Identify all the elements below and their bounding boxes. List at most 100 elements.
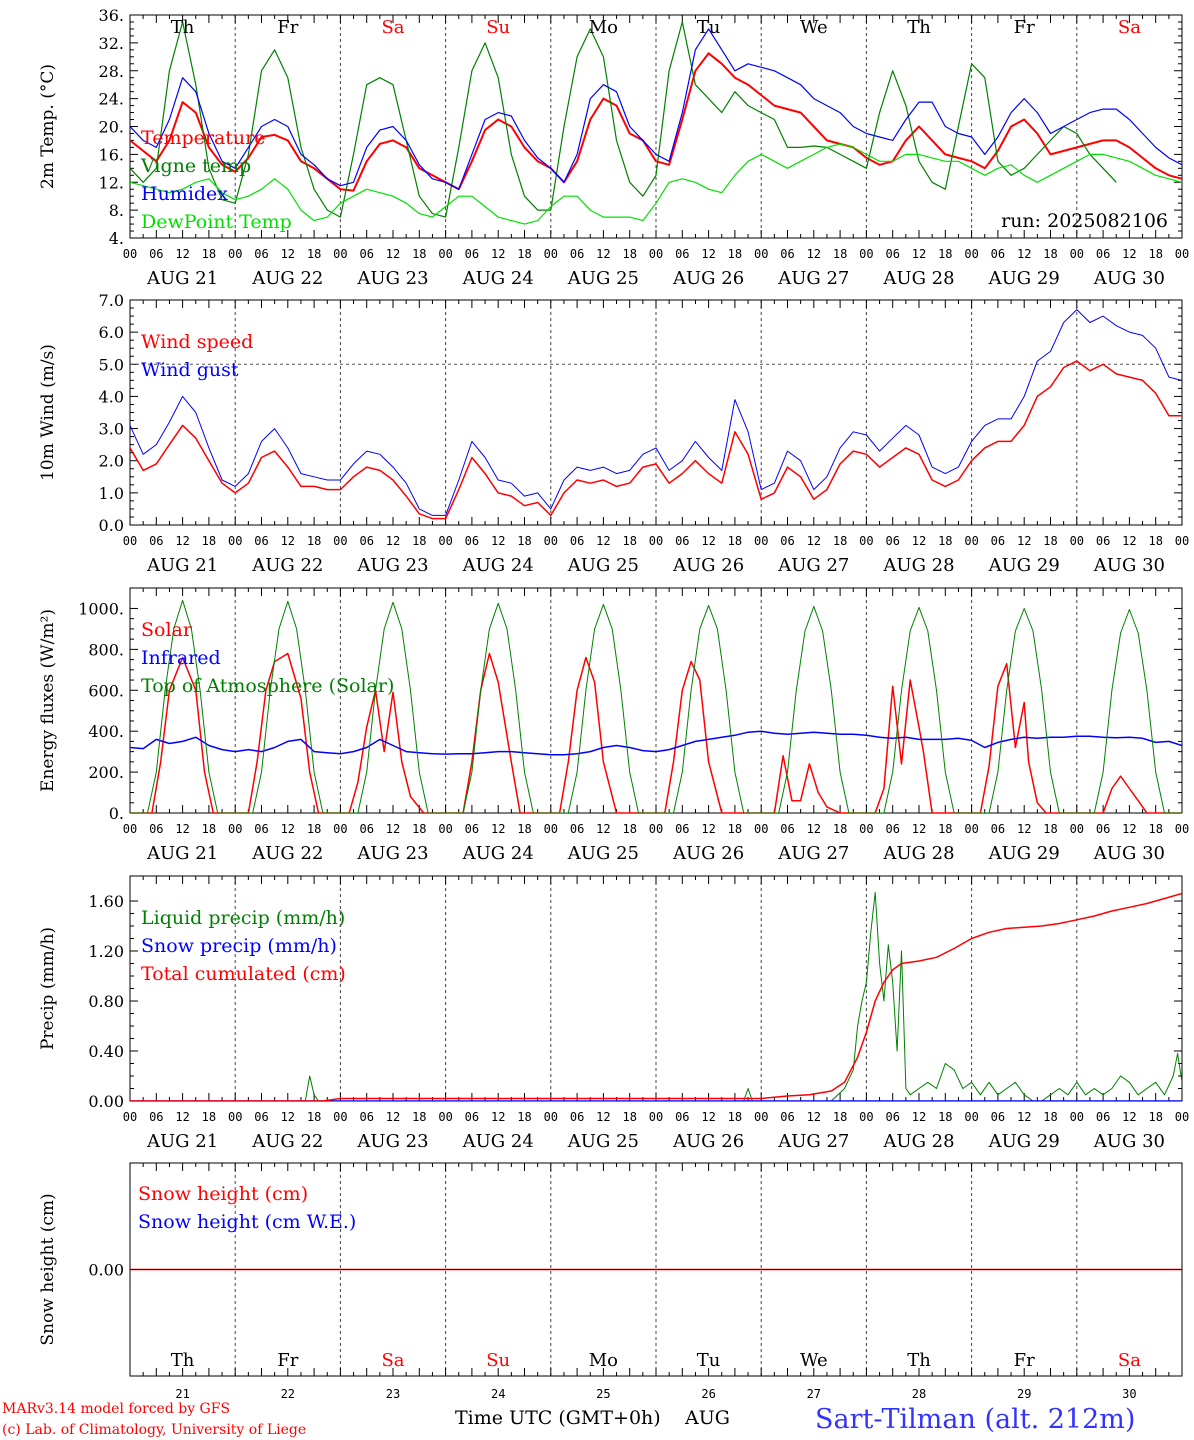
hour-tick-label: 06 [675, 247, 689, 261]
hour-tick-label: 00 [754, 247, 768, 261]
date-label: AUG 21 [146, 268, 218, 289]
hour-tick-label: 18 [307, 822, 321, 836]
hour-tick-label: 06 [885, 1110, 899, 1124]
series-line-wind-speed [130, 360, 1182, 520]
hour-tick-label: 12 [807, 1110, 821, 1124]
hour-tick-label: 18 [307, 534, 321, 548]
hour-tick-label: 00 [649, 822, 663, 836]
hour-tick-label: 00 [544, 534, 558, 548]
hour-tick-label: 06 [780, 247, 794, 261]
hour-tick-label: 06 [570, 1110, 584, 1124]
hour-tick-label: 18 [1043, 534, 1057, 548]
series-line-liquid-precip-mm-h- [130, 891, 1182, 1101]
date-label: AUG 21 [146, 1131, 218, 1152]
date-label: AUG 29 [988, 843, 1060, 864]
y-tick-label: 4.0 [99, 387, 124, 406]
legend-entry: Humidex [141, 183, 228, 205]
run-label: run: 2025082106 [1001, 210, 1168, 232]
hour-tick-label: 06 [465, 1110, 479, 1124]
day-number-label: 22 [281, 1387, 295, 1401]
hour-tick-label: 12 [491, 1110, 505, 1124]
hour-tick-label: 06 [465, 822, 479, 836]
hour-tick-label: 00 [649, 247, 663, 261]
hour-tick-label: 06 [149, 534, 163, 548]
hour-tick-label: 06 [885, 534, 899, 548]
day-label: Mo [589, 17, 618, 38]
date-label: AUG 26 [672, 843, 744, 864]
legend-entry: Total cumulated (cm) [141, 963, 346, 985]
hour-tick-label: 06 [991, 822, 1005, 836]
y-tick-label: 0.80 [88, 992, 124, 1011]
hour-tick-label: 12 [386, 534, 400, 548]
hour-tick-label: 00 [964, 822, 978, 836]
date-label: AUG 29 [988, 268, 1060, 289]
hour-tick-label: 12 [912, 534, 926, 548]
y-tick-label: 2.0 [99, 452, 124, 471]
hour-tick-label: 06 [885, 822, 899, 836]
day-label: Tu [697, 1350, 721, 1371]
day-label: Th [171, 17, 195, 38]
date-label: AUG 26 [672, 268, 744, 289]
hour-tick-label: 12 [701, 534, 715, 548]
legend-entry: Temperature [141, 127, 265, 149]
hour-tick-label: 06 [780, 822, 794, 836]
hour-tick-label: 18 [517, 1110, 531, 1124]
hour-tick-label: 12 [701, 247, 715, 261]
date-label: AUG 23 [356, 1131, 428, 1152]
hour-tick-label: 18 [833, 534, 847, 548]
hour-tick-label: 06 [149, 247, 163, 261]
hour-tick-label: 12 [386, 247, 400, 261]
hour-tick-label: 12 [281, 534, 295, 548]
date-label: AUG 27 [777, 843, 849, 864]
y-tick-label: 1.20 [88, 942, 124, 961]
hour-tick-label: 00 [754, 1110, 768, 1124]
y-axis-label: Energy fluxes (W/m²) [38, 609, 58, 792]
hour-tick-label: 18 [833, 1110, 847, 1124]
day-number-label: 27 [807, 1387, 821, 1401]
hour-tick-label: 18 [202, 534, 216, 548]
y-axis-label: Precip (mm/h) [38, 927, 58, 1050]
hour-tick-label: 12 [596, 534, 610, 548]
hour-tick-label: 00 [1070, 822, 1084, 836]
date-label: AUG 25 [567, 843, 639, 864]
x-axis-month-label: AUG [684, 1407, 730, 1429]
y-tick-label: 200. [88, 763, 124, 782]
hour-tick-label: 12 [596, 822, 610, 836]
hour-tick-label: 18 [517, 247, 531, 261]
hour-tick-label: 18 [307, 247, 321, 261]
day-label: Fr [277, 17, 298, 38]
hour-tick-label: 18 [1148, 822, 1162, 836]
hour-tick-label: 06 [1096, 534, 1110, 548]
hour-tick-label: 12 [281, 1110, 295, 1124]
y-tick-label: 3.0 [99, 420, 124, 439]
date-label: AUG 22 [251, 268, 323, 289]
day-number-label: 25 [596, 1387, 610, 1401]
hour-tick-label: 12 [175, 534, 189, 548]
hour-tick-label: 18 [728, 247, 742, 261]
hour-tick-label: 00 [228, 822, 242, 836]
day-number-label: 26 [701, 1387, 715, 1401]
date-label: AUG 30 [1093, 1131, 1165, 1152]
y-tick-label: 32. [99, 34, 124, 53]
hour-tick-label: 12 [386, 822, 400, 836]
hour-tick-label: 06 [991, 534, 1005, 548]
legend-entry: Top of Atmosphere (Solar) [141, 675, 394, 697]
hour-tick-label: 12 [1122, 534, 1136, 548]
hour-tick-label: 18 [622, 247, 636, 261]
hour-tick-label: 18 [412, 1110, 426, 1124]
hour-tick-label: 12 [912, 822, 926, 836]
hour-tick-label: 18 [622, 822, 636, 836]
hour-tick-label: 12 [701, 1110, 715, 1124]
hour-tick-label: 00 [964, 1110, 978, 1124]
day-number-label: 23 [386, 1387, 400, 1401]
y-tick-label: 1000. [78, 599, 124, 618]
hour-tick-label: 12 [912, 1110, 926, 1124]
hour-tick-label: 12 [912, 247, 926, 261]
hour-tick-label: 06 [991, 247, 1005, 261]
series-line-dewpoint-temp [130, 143, 1182, 225]
date-label: AUG 29 [988, 555, 1060, 576]
hour-tick-label: 18 [938, 534, 952, 548]
y-tick-label: 0.40 [88, 1042, 124, 1061]
y-tick-label: 24. [99, 90, 124, 109]
